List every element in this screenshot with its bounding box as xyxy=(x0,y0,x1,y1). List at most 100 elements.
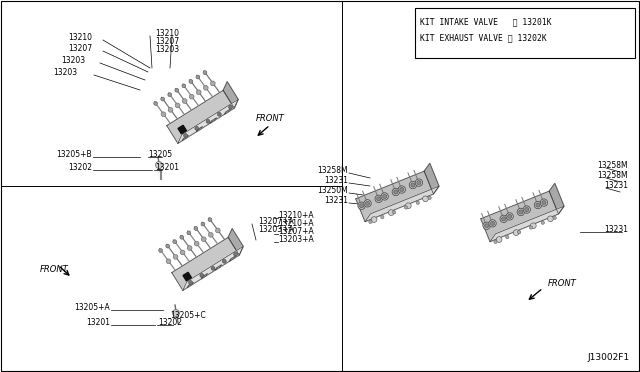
Text: 13258M: 13258M xyxy=(597,161,628,170)
Circle shape xyxy=(156,161,163,169)
Text: 13205+A: 13205+A xyxy=(74,303,110,312)
Circle shape xyxy=(371,217,377,222)
Circle shape xyxy=(208,218,212,222)
Text: 13231: 13231 xyxy=(604,225,628,234)
Circle shape xyxy=(388,210,394,215)
Polygon shape xyxy=(549,183,564,214)
Circle shape xyxy=(523,206,531,213)
Circle shape xyxy=(187,231,191,235)
Text: J13002F1: J13002F1 xyxy=(588,353,630,362)
Text: 13207: 13207 xyxy=(155,37,179,46)
Text: 13201: 13201 xyxy=(86,318,110,327)
Text: 13201: 13201 xyxy=(155,163,179,172)
Polygon shape xyxy=(196,126,202,132)
Circle shape xyxy=(228,105,232,109)
Circle shape xyxy=(173,310,179,317)
Polygon shape xyxy=(216,265,221,270)
Circle shape xyxy=(206,119,210,123)
Text: 13203+A: 13203+A xyxy=(278,235,314,244)
Circle shape xyxy=(496,237,502,243)
Text: 13210+A: 13210+A xyxy=(278,219,314,228)
Circle shape xyxy=(209,232,213,237)
Text: 13231: 13231 xyxy=(324,196,348,205)
Text: 13205+C: 13205+C xyxy=(170,311,205,320)
Circle shape xyxy=(519,210,523,214)
Circle shape xyxy=(394,190,398,194)
Text: 13210: 13210 xyxy=(155,29,179,38)
Polygon shape xyxy=(424,163,439,194)
Circle shape xyxy=(182,99,187,103)
Polygon shape xyxy=(228,229,243,255)
Circle shape xyxy=(490,221,495,225)
Circle shape xyxy=(201,222,205,226)
Circle shape xyxy=(168,93,172,97)
Circle shape xyxy=(211,81,215,86)
Circle shape xyxy=(541,221,545,224)
Circle shape xyxy=(168,108,173,112)
Text: 13202: 13202 xyxy=(158,318,182,327)
Circle shape xyxy=(428,196,431,199)
Circle shape xyxy=(494,240,497,243)
Circle shape xyxy=(536,203,540,207)
Circle shape xyxy=(392,188,399,196)
Circle shape xyxy=(383,195,387,199)
Text: 13210: 13210 xyxy=(68,33,92,42)
Circle shape xyxy=(223,259,226,263)
Circle shape xyxy=(364,200,371,207)
Circle shape xyxy=(154,102,157,105)
Circle shape xyxy=(376,197,381,201)
Polygon shape xyxy=(183,272,191,281)
Circle shape xyxy=(203,71,207,74)
Circle shape xyxy=(189,280,193,284)
Text: KIT EXHAUST VALVE ‥ 13202K: KIT EXHAUST VALVE ‥ 13202K xyxy=(420,33,547,42)
Circle shape xyxy=(484,224,488,228)
Circle shape xyxy=(180,250,185,255)
Polygon shape xyxy=(178,125,186,134)
Polygon shape xyxy=(188,282,193,288)
Circle shape xyxy=(166,259,171,264)
Circle shape xyxy=(184,134,188,137)
Text: 13207+A: 13207+A xyxy=(278,227,314,236)
Text: 13207: 13207 xyxy=(68,44,92,53)
Circle shape xyxy=(381,193,388,200)
Circle shape xyxy=(553,216,556,219)
Circle shape xyxy=(483,222,490,230)
Circle shape xyxy=(200,273,204,277)
Circle shape xyxy=(400,187,404,192)
Text: 13205: 13205 xyxy=(148,150,172,159)
Polygon shape xyxy=(178,99,238,143)
Circle shape xyxy=(360,204,364,208)
Circle shape xyxy=(416,201,419,204)
Circle shape xyxy=(358,202,365,209)
Circle shape xyxy=(234,252,237,256)
Circle shape xyxy=(194,227,198,230)
Circle shape xyxy=(188,246,192,250)
Text: 13203+A: 13203+A xyxy=(258,225,294,234)
Circle shape xyxy=(195,126,198,130)
Circle shape xyxy=(489,219,496,227)
Circle shape xyxy=(406,203,411,209)
Circle shape xyxy=(218,112,221,116)
Circle shape xyxy=(517,208,525,216)
Circle shape xyxy=(161,112,166,117)
Circle shape xyxy=(182,84,186,88)
Circle shape xyxy=(506,213,513,220)
Polygon shape xyxy=(182,135,188,141)
Circle shape xyxy=(189,94,194,99)
Circle shape xyxy=(180,235,184,239)
Text: 13205+B: 13205+B xyxy=(56,150,92,159)
Circle shape xyxy=(204,86,208,90)
Circle shape xyxy=(542,201,546,205)
Circle shape xyxy=(381,215,384,219)
Circle shape xyxy=(211,266,215,270)
Circle shape xyxy=(422,196,428,202)
Circle shape xyxy=(369,220,372,224)
Circle shape xyxy=(398,186,406,193)
Circle shape xyxy=(534,201,541,209)
Circle shape xyxy=(513,230,519,235)
Text: 13210+A: 13210+A xyxy=(278,211,314,220)
Text: KIT INTAKE VALVE   ‥ 13201K: KIT INTAKE VALVE ‥ 13201K xyxy=(420,17,552,26)
Circle shape xyxy=(548,216,554,222)
Text: FRONT: FRONT xyxy=(548,279,577,288)
Text: 13203: 13203 xyxy=(155,45,179,54)
